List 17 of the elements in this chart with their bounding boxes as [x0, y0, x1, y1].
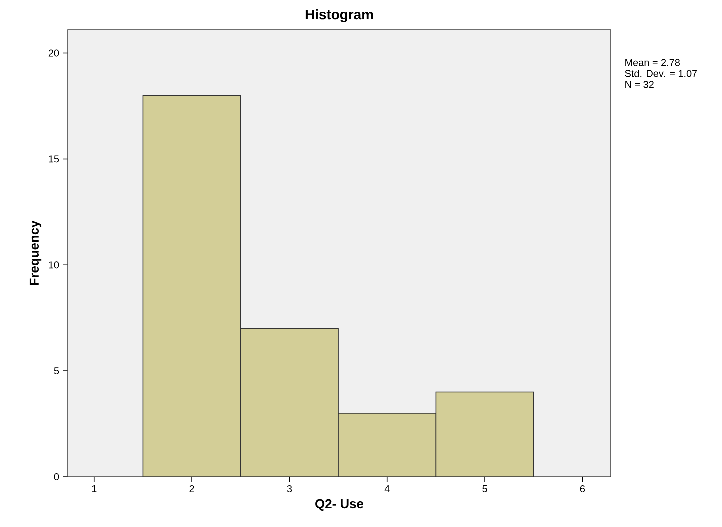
- y-tick-label: 15: [49, 156, 60, 163]
- text: N = 32: [626, 81, 654, 88]
- y-tick-label: 20: [48, 50, 60, 57]
- y-axis-title: Frequency: [30, 220, 42, 286]
- y-tick-label: 10: [49, 262, 60, 269]
- x-tick-label: 3: [287, 486, 292, 493]
- x-tick-label: 4: [384, 486, 390, 492]
- x-tick-label: 5: [482, 486, 488, 492]
- x-axis-title: Q2- Use: [316, 499, 364, 511]
- x-tick-label: 2: [190, 486, 194, 492]
- chart-title: Histogram: [306, 9, 374, 22]
- text: Std. Dev. = 1.07: [625, 70, 698, 78]
- x-tick-label: 1: [92, 486, 97, 492]
- text: Mean = 2.78: [626, 59, 680, 66]
- y-tick-label: 0: [54, 473, 60, 481]
- y-tick-label: 5: [54, 368, 60, 375]
- x-tick-label: 6: [580, 486, 586, 493]
